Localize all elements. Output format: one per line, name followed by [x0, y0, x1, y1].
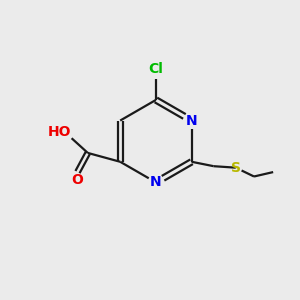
Text: HO: HO	[47, 125, 71, 139]
Text: N: N	[150, 176, 162, 189]
Text: O: O	[72, 173, 83, 187]
Text: Cl: Cl	[148, 62, 163, 76]
Text: N: N	[186, 114, 197, 128]
Text: S: S	[231, 161, 241, 175]
